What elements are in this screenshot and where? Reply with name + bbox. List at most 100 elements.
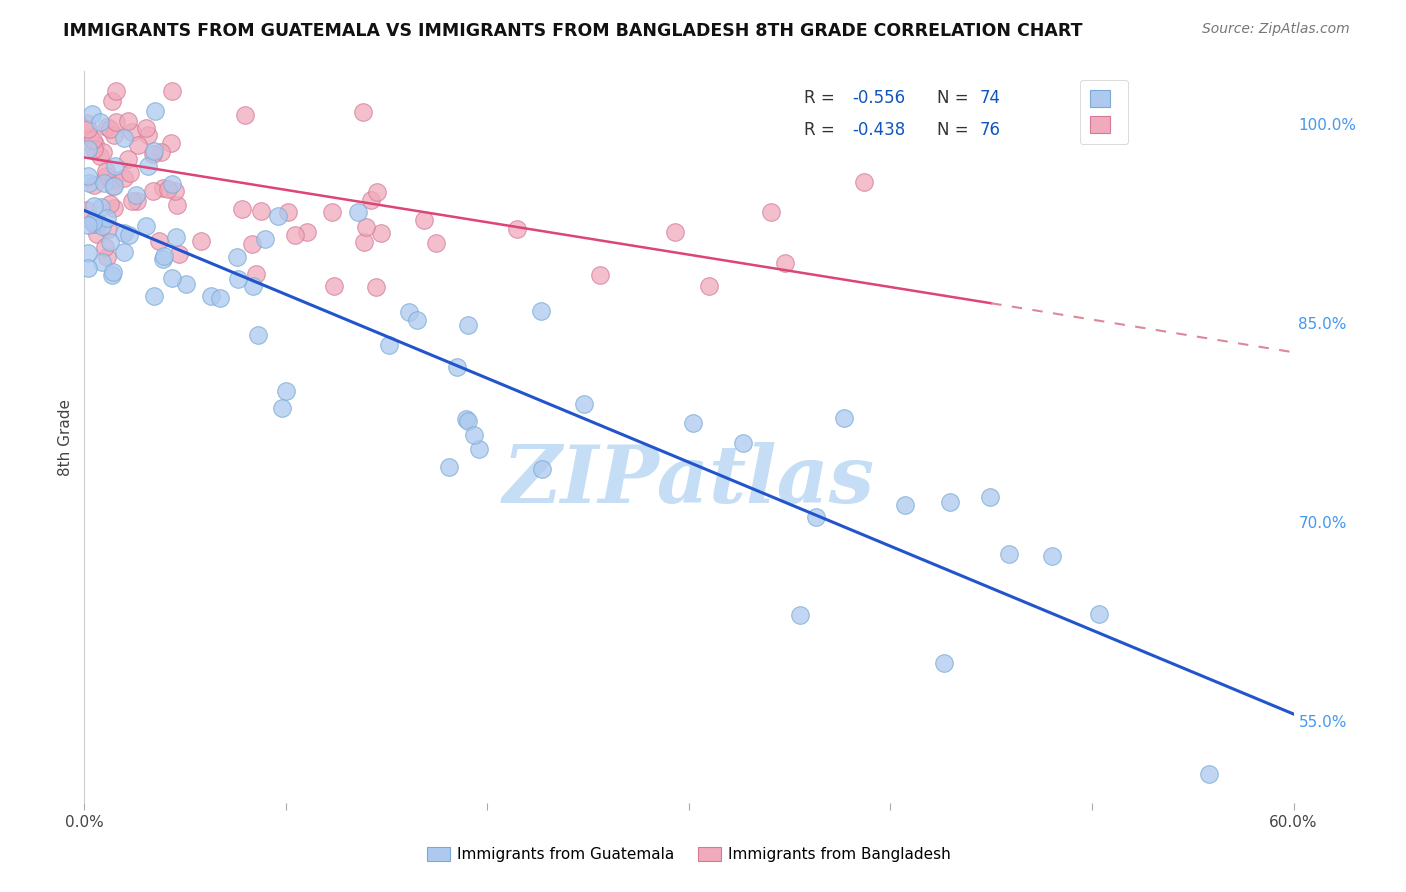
- Point: [103, 178, 125, 193]
- Point: [166, 198, 188, 212]
- Point: [157, 182, 180, 196]
- Point: [91, 145, 114, 160]
- Point: [138, 128, 160, 143]
- Point: [82, 215, 104, 229]
- Point: [457, 414, 479, 428]
- Text: R =: R =: [804, 89, 839, 107]
- Point: [143, 288, 166, 302]
- Point: [226, 250, 249, 264]
- Point: [682, 416, 704, 430]
- Point: [761, 205, 783, 219]
- Text: -0.556: -0.556: [852, 89, 905, 107]
- Point: [104, 159, 127, 173]
- Point: [1087, 607, 1109, 622]
- Point: [83, 198, 105, 212]
- Point: [934, 656, 956, 670]
- Point: [77, 169, 100, 183]
- Point: [468, 442, 491, 456]
- Point: [112, 244, 135, 259]
- Point: [894, 498, 917, 512]
- Point: [118, 166, 141, 180]
- Point: [112, 226, 135, 240]
- Point: [939, 495, 962, 509]
- Point: [321, 205, 343, 219]
- Point: [200, 289, 222, 303]
- Point: [1198, 766, 1220, 780]
- Point: [250, 204, 273, 219]
- Point: [103, 201, 125, 215]
- Point: [832, 411, 855, 425]
- Point: [90, 200, 112, 214]
- Text: N =: N =: [936, 89, 974, 107]
- Point: [366, 279, 388, 293]
- Point: [89, 115, 111, 129]
- Point: [80, 107, 103, 121]
- Point: [664, 225, 686, 239]
- Point: [76, 203, 98, 218]
- Point: [105, 115, 128, 129]
- Point: [295, 225, 318, 239]
- Point: [731, 435, 754, 450]
- Point: [322, 278, 344, 293]
- Point: [83, 217, 105, 231]
- Point: [82, 133, 104, 147]
- Point: [413, 212, 436, 227]
- Point: [127, 194, 149, 209]
- Point: [267, 210, 290, 224]
- Point: [804, 509, 827, 524]
- Point: [446, 359, 468, 374]
- Point: [152, 252, 174, 267]
- Point: [77, 218, 100, 232]
- Point: [531, 461, 554, 475]
- Point: [589, 268, 612, 282]
- Point: [77, 176, 100, 190]
- Point: [360, 194, 382, 208]
- Point: [148, 235, 170, 249]
- Text: Source: ZipAtlas.com: Source: ZipAtlas.com: [1202, 22, 1350, 37]
- Point: [91, 219, 114, 233]
- Point: [121, 125, 143, 139]
- Point: [253, 232, 276, 246]
- Point: [167, 247, 190, 261]
- Point: [530, 303, 553, 318]
- Point: [143, 104, 166, 119]
- Point: [277, 204, 299, 219]
- Point: [366, 185, 388, 199]
- Point: [112, 170, 135, 185]
- Text: 76: 76: [979, 121, 1000, 139]
- Point: [152, 181, 174, 195]
- Point: [226, 272, 249, 286]
- Point: [979, 490, 1001, 504]
- Text: -0.438: -0.438: [852, 121, 905, 139]
- Point: [142, 146, 165, 161]
- Point: [152, 250, 174, 264]
- Point: [398, 305, 420, 319]
- Point: [697, 278, 720, 293]
- Point: [103, 128, 125, 142]
- Point: [136, 159, 159, 173]
- Point: [149, 145, 172, 159]
- Point: [96, 120, 118, 134]
- Text: R =: R =: [804, 121, 839, 139]
- Point: [1040, 549, 1063, 564]
- Point: [246, 328, 269, 343]
- Point: [574, 397, 596, 411]
- Point: [104, 84, 127, 98]
- Point: [165, 230, 187, 244]
- Point: [142, 184, 165, 198]
- Point: [83, 178, 105, 193]
- Point: [101, 95, 124, 109]
- Point: [96, 163, 118, 178]
- Point: [347, 204, 370, 219]
- Point: [98, 235, 121, 249]
- Point: [160, 84, 183, 98]
- Point: [454, 411, 477, 425]
- Point: [83, 212, 105, 227]
- Point: [135, 219, 157, 234]
- Point: [353, 235, 375, 249]
- Point: [118, 227, 141, 242]
- Point: [425, 235, 447, 250]
- Point: [190, 234, 212, 248]
- Point: [378, 338, 401, 352]
- Point: [77, 246, 100, 260]
